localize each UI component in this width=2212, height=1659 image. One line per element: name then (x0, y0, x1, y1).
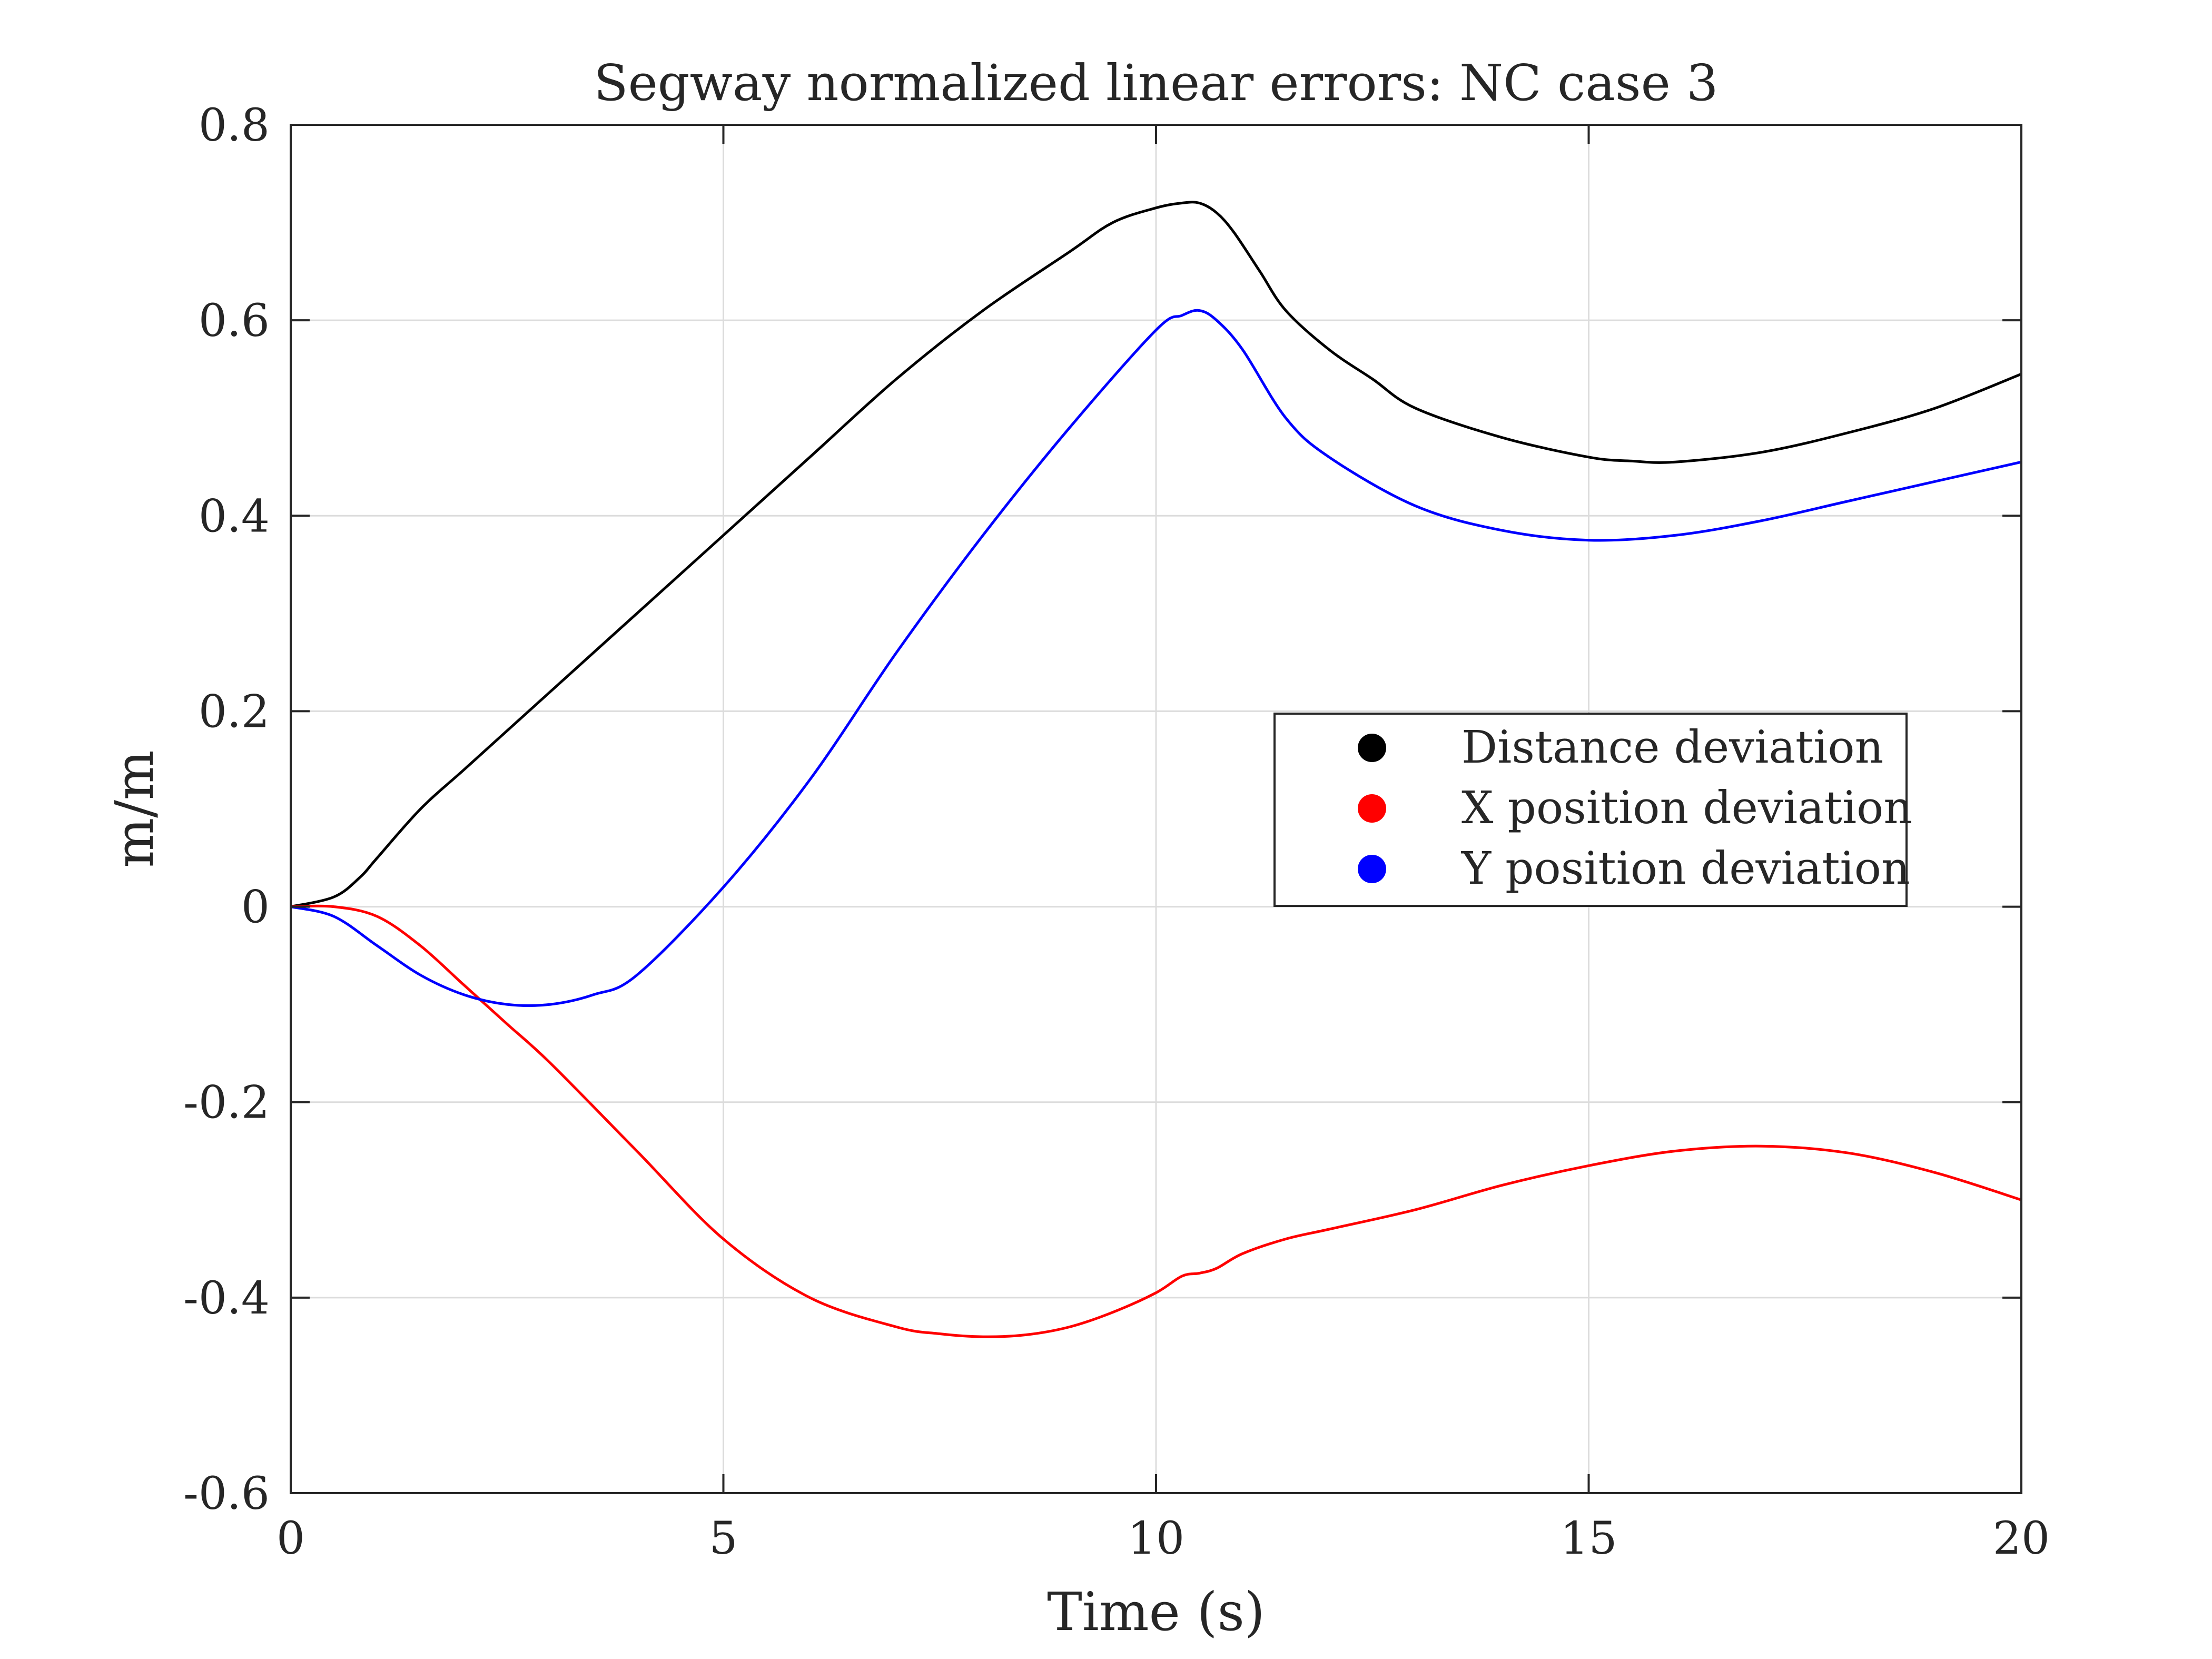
grid-lines (290, 124, 2022, 1494)
y-tick-label: -0.4 (183, 1272, 270, 1325)
legend-marker (1358, 855, 1386, 883)
legend-label: X position deviation (1461, 782, 1912, 834)
legend-label: Y position deviation (1461, 843, 1910, 895)
series-line-y-position-deviation (290, 309, 2022, 1007)
legend-label: Distance deviation (1461, 722, 1883, 774)
y-tick-label: 0 (241, 882, 270, 934)
chart-title: Segway normalized linear errors: NC case… (594, 54, 1719, 112)
y-axis-label: m/m (104, 750, 165, 867)
x-tick-label: 10 (1128, 1513, 1184, 1565)
y-tick-label: 0.2 (199, 686, 270, 738)
x-tick-label: 15 (1560, 1513, 1617, 1565)
x-axis-label: Time (s) (1047, 1581, 1265, 1643)
y-tick-label: 0.4 (199, 490, 270, 542)
legend: Distance deviation X position deviation Y … (1273, 713, 1912, 907)
legend-marker (1358, 734, 1386, 762)
axis-ticks: 0 5 10 15 20 -0.6 -0.4 -0.2 0 0.2 0.4 0.6 0.8 (183, 100, 2050, 1565)
y-tick-label: -0.2 (183, 1077, 270, 1129)
plot-lines (290, 201, 2022, 1338)
y-tick-label: -0.6 (183, 1468, 270, 1520)
legend-marker (1358, 794, 1386, 823)
x-tick-label: 5 (709, 1513, 737, 1565)
series-line-x-position-deviation (290, 904, 2022, 1338)
x-tick-label: 0 (276, 1513, 305, 1565)
series-line-distance-deviation (290, 201, 2022, 908)
y-tick-label: 0.6 (199, 295, 270, 347)
y-tick-label: 0.8 (199, 100, 270, 152)
x-tick-label: 20 (1993, 1513, 2050, 1565)
